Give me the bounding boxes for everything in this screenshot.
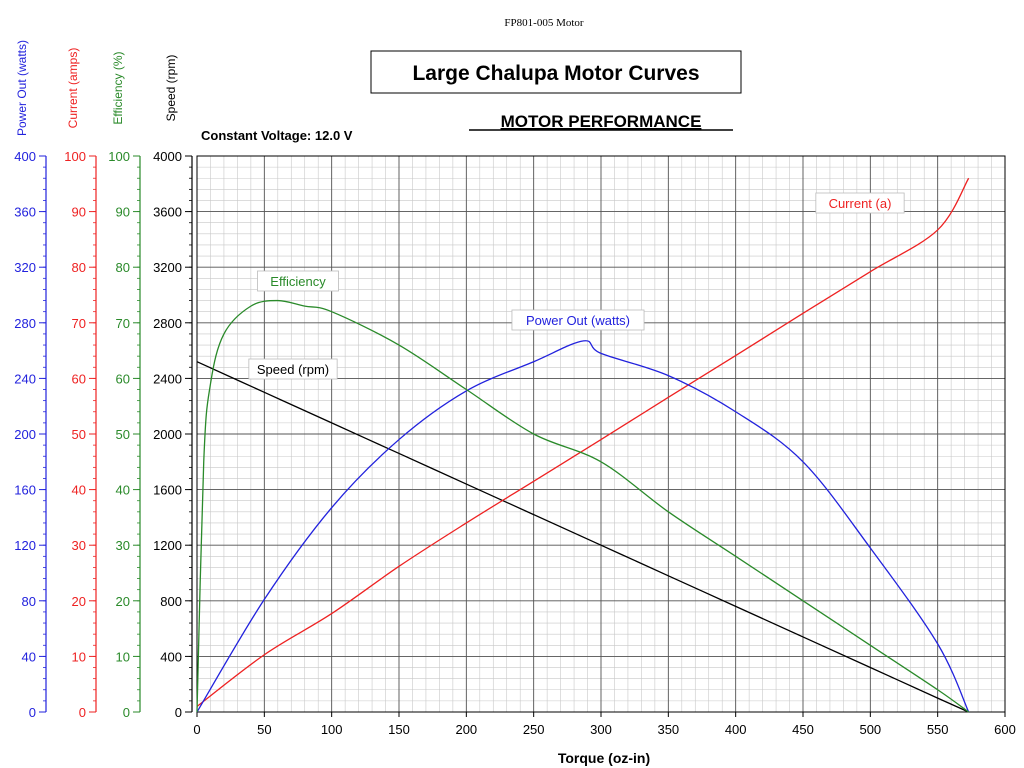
chart-title: Large Chalupa Motor Curves xyxy=(412,62,699,85)
x-tick-label: 100 xyxy=(321,722,343,737)
y-tick-label: 40 xyxy=(22,649,36,664)
series-labels: Speed (rpm) Current (a) Power Out (watts) E… xyxy=(248,192,905,380)
y-tick-label: 100 xyxy=(64,149,86,164)
y-axis-title: Power Out (watts) xyxy=(15,40,29,136)
y-tick-label: 3200 xyxy=(153,260,182,275)
series-lines xyxy=(196,177,970,713)
series-label-box xyxy=(511,309,645,331)
x-tick-label: 50 xyxy=(257,722,271,737)
x-tick-label: 300 xyxy=(590,722,612,737)
y-tick-label: 400 xyxy=(160,649,182,664)
series-label-box xyxy=(815,192,905,214)
chart-subtitle: MOTOR PERFORMANCE xyxy=(501,112,702,131)
y-tick-label: 320 xyxy=(14,260,36,275)
y-tick-label: 360 xyxy=(14,205,36,220)
y-tick-label: 800 xyxy=(160,594,182,609)
series-line xyxy=(196,361,969,713)
y-tick-label: 0 xyxy=(175,705,182,720)
y-tick-label: 70 xyxy=(116,316,130,331)
y-tick-label: 60 xyxy=(116,371,130,386)
y-tick-label: 20 xyxy=(72,594,86,609)
x-tick-label: 350 xyxy=(657,722,679,737)
y-tick-label: 50 xyxy=(116,427,130,442)
series-label-box xyxy=(257,270,339,292)
y-axis-title: Current (amps) xyxy=(66,48,80,129)
x-tick-label: 600 xyxy=(994,722,1016,737)
x-tick-label: 450 xyxy=(792,722,814,737)
x-tick-label: 550 xyxy=(927,722,949,737)
series-label: Speed (rpm) xyxy=(257,362,329,377)
x-axis-title: Torque (oz-in) xyxy=(558,750,650,766)
series-label: Current (a) xyxy=(829,196,892,211)
y-tick-label: 90 xyxy=(72,205,86,220)
y-tick-label: 200 xyxy=(14,427,36,442)
series-label: Power Out (watts) xyxy=(526,313,630,328)
axes: 0 50 100 150 200 250 300 350 400 450 500 550 6000408… xyxy=(14,40,1016,737)
y-tick-label: 100 xyxy=(108,149,130,164)
y-tick-label: 120 xyxy=(14,538,36,553)
y-tick-label: 0 xyxy=(29,705,36,720)
document-label: FP801-005 Motor xyxy=(504,17,583,29)
y-tick-label: 10 xyxy=(116,649,130,664)
title-box xyxy=(370,50,742,94)
y-tick-label: 90 xyxy=(116,205,130,220)
y-tick-label: 4000 xyxy=(153,149,182,164)
voltage-label: Constant Voltage: 12.0 V xyxy=(201,128,353,143)
y-tick-label: 40 xyxy=(72,483,86,498)
y-tick-label: 80 xyxy=(72,260,86,275)
x-tick-label: 200 xyxy=(455,722,477,737)
y-tick-label: 30 xyxy=(116,538,130,553)
y-tick-label: 0 xyxy=(79,705,86,720)
y-tick-label: 30 xyxy=(72,538,86,553)
y-tick-label: 240 xyxy=(14,371,36,386)
y-tick-label: 80 xyxy=(116,260,130,275)
y-tick-label: 1600 xyxy=(153,483,182,498)
y-tick-label: 40 xyxy=(116,483,130,498)
y-tick-label: 20 xyxy=(116,594,130,609)
y-tick-label: 10 xyxy=(72,649,86,664)
y-tick-label: 400 xyxy=(14,149,36,164)
y-tick-label: 70 xyxy=(72,316,86,331)
series-line xyxy=(196,340,970,713)
x-tick-label: 400 xyxy=(725,722,747,737)
series-line xyxy=(196,299,970,713)
y-tick-label: 3600 xyxy=(153,205,182,220)
y-tick-label: 80 xyxy=(22,594,36,609)
x-tick-label: 0 xyxy=(193,722,200,737)
series-line xyxy=(196,177,970,707)
x-tick-label: 250 xyxy=(523,722,545,737)
x-tick-label: 500 xyxy=(859,722,881,737)
x-tick-label: 150 xyxy=(388,722,410,737)
y-tick-label: 0 xyxy=(123,705,130,720)
y-tick-label: 60 xyxy=(72,371,86,386)
grid xyxy=(196,155,1006,713)
y-tick-label: 2000 xyxy=(153,427,182,442)
y-tick-label: 280 xyxy=(14,316,36,331)
y-tick-label: 160 xyxy=(14,483,36,498)
y-axis-title: Efficiency (%) xyxy=(111,51,125,124)
y-tick-label: 1200 xyxy=(153,538,182,553)
y-tick-label: 2800 xyxy=(153,316,182,331)
series-label: Efficiency xyxy=(270,274,326,289)
series-label-box xyxy=(248,358,338,380)
y-tick-label: 2400 xyxy=(153,371,182,386)
y-axis-title: Speed (rpm) xyxy=(164,55,178,122)
y-tick-label: 50 xyxy=(72,427,86,442)
